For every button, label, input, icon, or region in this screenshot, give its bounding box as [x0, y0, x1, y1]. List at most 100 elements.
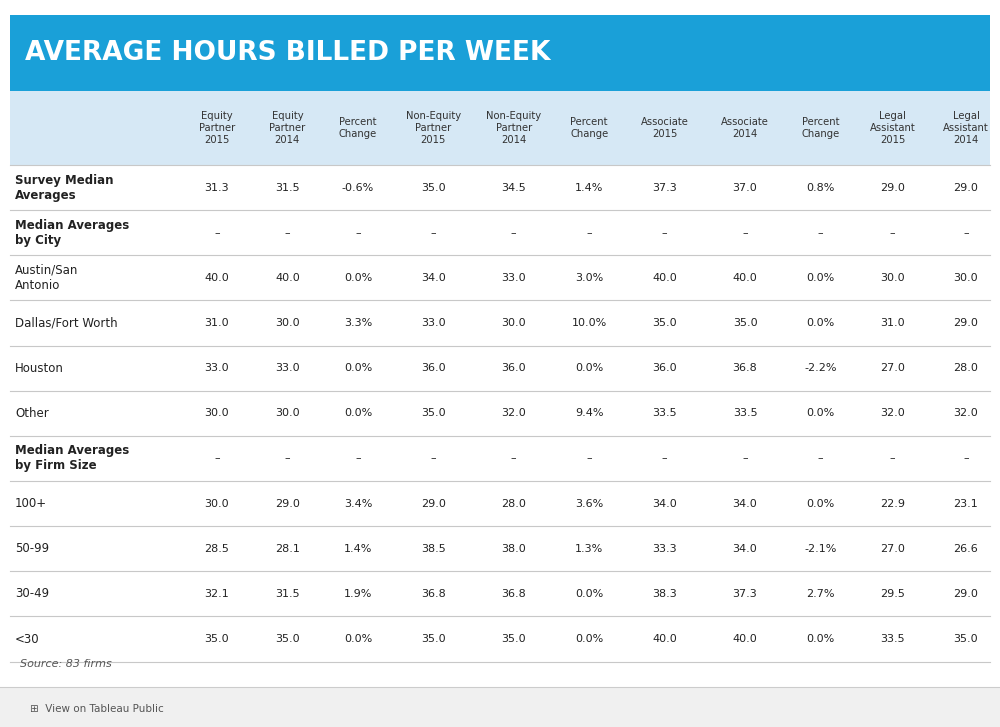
Text: 33.0: 33.0 — [204, 364, 229, 373]
Text: 28.1: 28.1 — [275, 544, 300, 554]
Text: 3.6%: 3.6% — [575, 499, 603, 509]
Text: 30.0: 30.0 — [275, 318, 300, 328]
Text: 33.5: 33.5 — [652, 409, 677, 418]
Text: –: – — [586, 454, 592, 463]
Text: 0.0%: 0.0% — [344, 409, 372, 418]
Text: 35.0: 35.0 — [954, 634, 978, 644]
Text: Austin/San
Antonio: Austin/San Antonio — [15, 264, 78, 292]
Text: 34.0: 34.0 — [733, 499, 757, 509]
Text: Median Averages
by City: Median Averages by City — [15, 219, 129, 246]
Text: 29.0: 29.0 — [421, 499, 446, 509]
Text: 0.0%: 0.0% — [806, 273, 835, 283]
Text: Percent
Change: Percent Change — [570, 117, 608, 139]
Text: –: – — [742, 228, 748, 238]
Text: Median Averages
by Firm Size: Median Averages by Firm Size — [15, 444, 129, 473]
Text: 36.8: 36.8 — [733, 364, 757, 373]
Text: Equity
Partner
2014: Equity Partner 2014 — [269, 111, 305, 145]
Text: 30-49: 30-49 — [15, 587, 49, 601]
Text: 30.0: 30.0 — [275, 409, 300, 418]
Text: –: – — [662, 454, 667, 463]
Text: 50-99: 50-99 — [15, 542, 49, 555]
Text: 31.3: 31.3 — [204, 182, 229, 193]
Text: 28.0: 28.0 — [501, 499, 526, 509]
Text: 32.1: 32.1 — [204, 589, 229, 599]
Text: 35.0: 35.0 — [652, 318, 677, 328]
Text: 33.0: 33.0 — [421, 318, 446, 328]
Text: 26.6: 26.6 — [954, 544, 978, 554]
Text: Non-Equity
Partner
2015: Non-Equity Partner 2015 — [406, 111, 461, 145]
Bar — [10, 91, 990, 165]
Text: 40.0: 40.0 — [733, 273, 757, 283]
Text: 38.5: 38.5 — [421, 544, 446, 554]
Text: 40.0: 40.0 — [652, 273, 677, 283]
Text: –: – — [818, 454, 823, 463]
Text: 29.0: 29.0 — [954, 318, 978, 328]
Text: –: – — [818, 228, 823, 238]
Text: 40.0: 40.0 — [733, 634, 757, 644]
Text: ⊞  View on Tableau Public: ⊞ View on Tableau Public — [30, 704, 164, 714]
Text: 35.0: 35.0 — [421, 409, 446, 418]
Text: –: – — [511, 228, 517, 238]
Text: 40.0: 40.0 — [204, 273, 229, 283]
Text: –: – — [214, 228, 220, 238]
Text: 0.0%: 0.0% — [344, 634, 372, 644]
Text: 31.0: 31.0 — [204, 318, 229, 328]
Text: –: – — [285, 228, 290, 238]
Text: 31.5: 31.5 — [275, 589, 300, 599]
Text: 0.0%: 0.0% — [344, 364, 372, 373]
Text: 33.5: 33.5 — [733, 409, 757, 418]
Text: 31.5: 31.5 — [275, 182, 300, 193]
Text: 28.5: 28.5 — [204, 544, 229, 554]
Text: Houston: Houston — [15, 361, 64, 374]
Text: 0.8%: 0.8% — [806, 182, 835, 193]
Text: Legal
Assistant
2015: Legal Assistant 2015 — [870, 111, 915, 145]
Text: Equity
Partner
2015: Equity Partner 2015 — [199, 111, 235, 145]
Text: <30: <30 — [15, 632, 40, 646]
Text: 35.0: 35.0 — [421, 634, 446, 644]
Text: 35.0: 35.0 — [501, 634, 526, 644]
Text: –: – — [963, 454, 969, 463]
Text: –: – — [431, 228, 436, 238]
Text: –: – — [662, 228, 667, 238]
Text: Survey Median
Averages: Survey Median Averages — [15, 174, 113, 201]
Text: AVERAGE HOURS BILLED PER WEEK: AVERAGE HOURS BILLED PER WEEK — [25, 40, 550, 65]
Text: 2.7%: 2.7% — [806, 589, 835, 599]
Text: 37.0: 37.0 — [733, 182, 757, 193]
Text: 30.0: 30.0 — [880, 273, 905, 283]
Text: 10.0%: 10.0% — [572, 318, 607, 328]
Text: 38.3: 38.3 — [652, 589, 677, 599]
Text: 27.0: 27.0 — [880, 364, 905, 373]
Text: 36.8: 36.8 — [501, 589, 526, 599]
Text: 32.0: 32.0 — [954, 409, 978, 418]
Text: 29.5: 29.5 — [880, 589, 905, 599]
Text: 36.0: 36.0 — [501, 364, 526, 373]
Text: 0.0%: 0.0% — [806, 634, 835, 644]
Text: 38.0: 38.0 — [501, 544, 526, 554]
Text: 0.0%: 0.0% — [806, 318, 835, 328]
Text: –: – — [586, 228, 592, 238]
Text: 29.0: 29.0 — [954, 589, 978, 599]
Text: 34.0: 34.0 — [421, 273, 446, 283]
Text: 35.0: 35.0 — [733, 318, 757, 328]
Text: -0.6%: -0.6% — [342, 182, 374, 193]
Text: 29.0: 29.0 — [275, 499, 300, 509]
Text: 32.0: 32.0 — [501, 409, 526, 418]
Text: 28.0: 28.0 — [954, 364, 978, 373]
Text: 36.0: 36.0 — [421, 364, 446, 373]
Text: 40.0: 40.0 — [652, 634, 677, 644]
Text: –: – — [431, 454, 436, 463]
Text: 3.3%: 3.3% — [344, 318, 372, 328]
Text: 35.0: 35.0 — [421, 182, 446, 193]
Text: 30.0: 30.0 — [954, 273, 978, 283]
Text: –: – — [355, 454, 361, 463]
Text: Dallas/Fort Worth: Dallas/Fort Worth — [15, 316, 118, 329]
Text: 1.3%: 1.3% — [575, 544, 603, 554]
Text: 0.0%: 0.0% — [344, 273, 372, 283]
Text: 33.5: 33.5 — [880, 634, 905, 644]
Text: 22.9: 22.9 — [880, 499, 905, 509]
Text: –: – — [963, 228, 969, 238]
Text: 35.0: 35.0 — [275, 634, 300, 644]
Text: 36.8: 36.8 — [421, 589, 446, 599]
Text: 0.0%: 0.0% — [575, 589, 603, 599]
Text: 36.0: 36.0 — [652, 364, 677, 373]
